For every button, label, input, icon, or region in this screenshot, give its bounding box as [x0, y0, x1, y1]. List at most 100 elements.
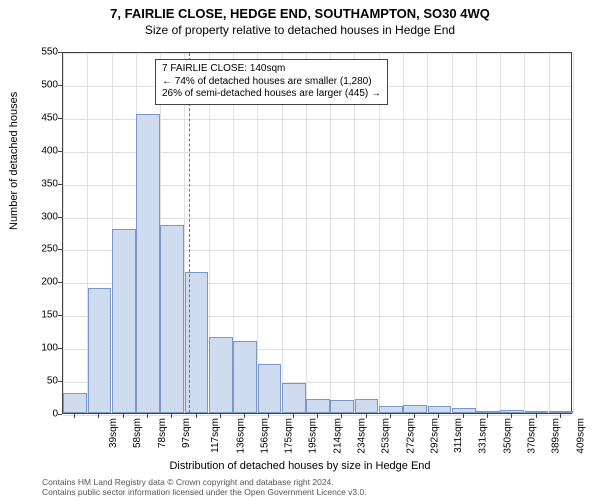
histogram-bar	[112, 229, 136, 413]
x-tick-mark	[560, 414, 561, 418]
y-tick-mark	[58, 348, 62, 349]
x-tick-label: 97sqm	[181, 418, 192, 448]
x-tick-mark	[293, 414, 294, 418]
x-tick-label: 370sqm	[527, 418, 538, 454]
x-tick-label: 214sqm	[332, 418, 343, 454]
x-tick-mark	[244, 414, 245, 418]
x-tick-label: 117sqm	[210, 418, 221, 453]
x-tick-mark	[268, 414, 269, 418]
histogram-bar	[403, 405, 427, 413]
y-tick-label: 0	[18, 409, 58, 420]
y-tick-mark	[58, 85, 62, 86]
y-tick-label: 50	[18, 376, 58, 387]
x-tick-label: 331sqm	[478, 418, 489, 454]
histogram-bar	[306, 399, 330, 413]
x-tick-label: 389sqm	[551, 418, 562, 454]
histogram-bar	[379, 406, 403, 413]
x-tick-mark	[536, 414, 537, 418]
histogram-bar	[355, 399, 379, 413]
attribution-footer: Contains HM Land Registry data © Crown c…	[42, 478, 367, 498]
x-tick-label: 58sqm	[132, 418, 143, 448]
x-tick-mark	[196, 414, 197, 418]
x-tick-mark	[438, 414, 439, 418]
histogram-bar	[160, 225, 184, 413]
y-tick-label: 350	[18, 178, 58, 189]
gridline-vertical	[63, 53, 64, 413]
x-tick-mark	[463, 414, 464, 418]
gridline-vertical	[354, 53, 355, 413]
histogram-bar	[525, 411, 549, 413]
gridline-vertical	[403, 53, 404, 413]
x-tick-mark	[98, 414, 99, 418]
x-tick-label: 78sqm	[157, 418, 168, 448]
x-tick-mark	[220, 414, 221, 418]
x-tick-mark	[414, 414, 415, 418]
x-tick-mark	[171, 414, 172, 418]
y-tick-mark	[58, 381, 62, 382]
y-tick-label: 300	[18, 211, 58, 222]
gridline-vertical	[500, 53, 501, 413]
gridline-horizontal	[63, 53, 571, 54]
y-tick-mark	[58, 184, 62, 185]
y-tick-label: 400	[18, 145, 58, 156]
y-tick-mark	[58, 151, 62, 152]
info-box-line: 7 FAIRLIE CLOSE: 140sqm	[162, 63, 381, 76]
info-box-line: ← 74% of detached houses are smaller (1,…	[162, 76, 381, 89]
x-tick-label: 272sqm	[405, 418, 416, 454]
histogram-bar	[63, 393, 87, 413]
x-tick-mark	[147, 414, 148, 418]
x-tick-label: 253sqm	[381, 418, 392, 454]
x-tick-mark	[317, 414, 318, 418]
x-axis-label: Distribution of detached houses by size …	[0, 460, 600, 472]
reference-marker-line	[189, 53, 190, 413]
x-tick-label: 234sqm	[357, 418, 368, 454]
y-tick-label: 150	[18, 310, 58, 321]
histogram-bar	[452, 408, 476, 413]
gridline-vertical	[573, 53, 574, 413]
histogram-bar	[233, 341, 257, 413]
x-tick-mark	[390, 414, 391, 418]
y-tick-label: 550	[18, 47, 58, 58]
histogram-bar	[136, 114, 160, 413]
x-tick-mark	[511, 414, 512, 418]
histogram-bar	[549, 411, 573, 413]
info-box-line: 26% of semi-detached houses are larger (…	[162, 88, 381, 101]
gridline-vertical	[257, 53, 258, 413]
histogram-bar	[88, 288, 112, 413]
gridline-vertical	[379, 53, 380, 413]
gridline-vertical	[282, 53, 283, 413]
histogram-bar	[500, 410, 524, 413]
histogram-bar	[185, 272, 209, 414]
y-tick-mark	[58, 52, 62, 53]
x-tick-mark	[487, 414, 488, 418]
y-tick-label: 200	[18, 277, 58, 288]
y-tick-label: 500	[18, 79, 58, 90]
y-tick-mark	[58, 118, 62, 119]
x-tick-label: 136sqm	[235, 418, 246, 454]
gridline-vertical	[427, 53, 428, 413]
y-tick-mark	[58, 217, 62, 218]
y-tick-label: 450	[18, 112, 58, 123]
histogram-bar	[258, 364, 282, 413]
y-tick-label: 250	[18, 244, 58, 255]
x-tick-label: 292sqm	[429, 418, 440, 454]
x-tick-label: 195sqm	[308, 418, 319, 454]
footer-line-2: Contains public sector information licen…	[42, 488, 367, 498]
gridline-vertical	[524, 53, 525, 413]
gridline-vertical	[476, 53, 477, 413]
x-tick-mark	[366, 414, 367, 418]
gridline-vertical	[330, 53, 331, 413]
histogram-bar	[209, 337, 233, 413]
y-tick-label: 100	[18, 343, 58, 354]
histogram-plot: 7 FAIRLIE CLOSE: 140sqm← 74% of detached…	[62, 52, 572, 414]
x-tick-label: 350sqm	[502, 418, 513, 454]
x-tick-mark	[341, 414, 342, 418]
x-tick-label: 175sqm	[284, 418, 295, 454]
y-tick-mark	[58, 414, 62, 415]
histogram-bar	[330, 400, 354, 413]
gridline-vertical	[549, 53, 550, 413]
x-tick-label: 39sqm	[108, 418, 119, 448]
gridline-vertical	[306, 53, 307, 413]
subtitle: Size of property relative to detached ho…	[0, 23, 600, 37]
gridline-vertical	[452, 53, 453, 413]
